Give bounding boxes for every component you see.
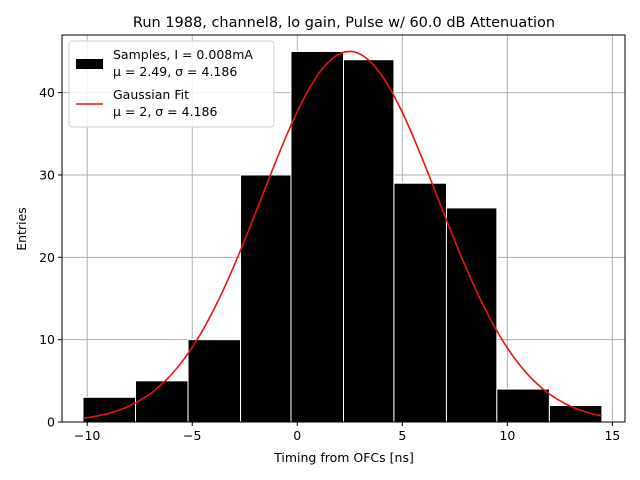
histogram-bars bbox=[82, 50, 603, 423]
y-tick-label-3: 30 bbox=[39, 167, 55, 182]
histogram-bar-3 bbox=[240, 174, 292, 423]
y-tick-label-4: 40 bbox=[39, 85, 55, 100]
legend: Samples, I = 0.008mA μ = 2.49, σ = 4.186… bbox=[68, 40, 275, 128]
y-tick-label-2: 20 bbox=[39, 250, 55, 265]
x-tick-label-2: 0 bbox=[293, 428, 301, 443]
legend-label-samples: Samples, I = 0.008mA bbox=[113, 47, 253, 62]
histogram-bar-6 bbox=[393, 182, 447, 423]
histogram-bar-8 bbox=[496, 388, 550, 423]
x-tick-label-5: 15 bbox=[604, 428, 620, 443]
chart-title: Run 1988, channel8, lo gain, Pulse w/ 60… bbox=[133, 15, 555, 31]
y-axis-label: Entries bbox=[14, 207, 29, 251]
axes-frame bbox=[61, 34, 626, 423]
legend-swatch-samples bbox=[76, 59, 103, 69]
x-tick-label-3: 5 bbox=[398, 428, 406, 443]
y-tick-label-1: 10 bbox=[39, 332, 55, 347]
legend-frame bbox=[68, 40, 275, 128]
histogram-bar-2 bbox=[187, 339, 242, 423]
histogram-bar-5 bbox=[343, 59, 395, 423]
gaussian-fit-curve bbox=[82, 50, 603, 420]
axis-ticks: −10 −5 0 5 10 15 0 10 20 30 40 bbox=[39, 85, 620, 443]
histogram-bar-0 bbox=[82, 396, 137, 423]
x-axis-label: Timing from OFCs [ns] bbox=[273, 450, 414, 465]
legend-label-fit: Gaussian Fit bbox=[113, 87, 189, 102]
x-tick-label-4: 10 bbox=[499, 428, 515, 443]
legend-label-samples-stats: μ = 2.49, σ = 4.186 bbox=[113, 64, 237, 79]
y-tick-label-0: 0 bbox=[47, 415, 55, 430]
x-tick-label-1: −5 bbox=[183, 428, 201, 443]
legend-label-fit-stats: μ = 2, σ = 4.186 bbox=[113, 104, 217, 119]
histogram-bar-1 bbox=[135, 380, 189, 423]
x-tick-label-0: −10 bbox=[74, 428, 100, 443]
histogram-bar-4 bbox=[290, 50, 345, 423]
